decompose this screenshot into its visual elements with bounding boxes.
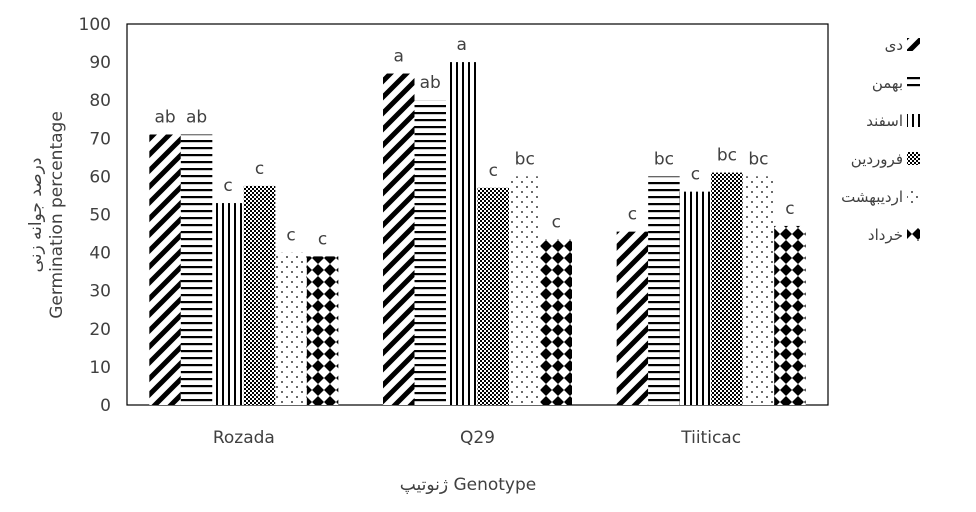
y-tick-label: 50 (89, 206, 111, 226)
bar (243, 185, 276, 405)
legend-swatch (907, 114, 920, 127)
bar (275, 252, 307, 405)
bar-letter-label: a (457, 35, 467, 55)
bar (446, 62, 478, 405)
legend-label: اسفند (866, 112, 903, 130)
y-tick-label: 80 (89, 91, 111, 111)
legend-label: خرداد (868, 226, 903, 244)
bar (648, 176, 680, 405)
legend-label: بهمن (872, 74, 903, 92)
bar-letter-label: c (255, 159, 264, 179)
bar-letter-label: ab (154, 107, 175, 127)
bar-letter-label: bc (748, 149, 768, 169)
bar-letter-label: bc (717, 146, 737, 166)
bar (540, 239, 572, 405)
bar (711, 172, 743, 405)
bar (149, 134, 181, 406)
bar-letter-label: c (628, 205, 637, 225)
x-tick-label: Rozada (213, 428, 275, 448)
y-tick-label: 40 (89, 244, 111, 264)
y-axis-title-fa: درصد جوانه زنی (26, 158, 46, 273)
bar-letter-label: c (489, 161, 498, 181)
bar-letter-label: c (286, 226, 295, 246)
bar-letter-label: c (785, 199, 794, 219)
legend-swatch (907, 152, 920, 165)
legend-swatch (907, 38, 920, 51)
x-tick-label: Tiiticac (680, 428, 741, 448)
bar (414, 100, 446, 405)
bar-letter-label: bc (515, 149, 535, 169)
bar (306, 256, 339, 405)
y-tick-label: 70 (89, 129, 111, 149)
bar (679, 191, 712, 405)
legend-label: فروردین (851, 150, 903, 168)
bar (616, 231, 649, 405)
bar (180, 134, 213, 406)
legend-label: دی (885, 36, 903, 54)
x-axis-title: ژنوتیپ Genotype (400, 475, 536, 495)
x-tick-label: Q29 (460, 428, 495, 448)
bar-letter-label: bc (654, 149, 674, 169)
bar (212, 203, 244, 405)
bar-letter-label: c (552, 212, 561, 232)
legend-swatch (907, 228, 920, 241)
bar-letter-label: ab (420, 73, 441, 93)
bar-letter-label: ab (186, 107, 207, 127)
legend-label: اردیبهشت (841, 188, 903, 206)
bar-letter-label: a (394, 47, 404, 67)
y-tick-label: 0 (100, 396, 111, 416)
bar-letter-label: c (223, 176, 232, 196)
bar-letter-label: c (318, 229, 327, 249)
y-tick-label: 10 (89, 358, 111, 378)
bar (477, 187, 509, 405)
legend-swatch (907, 190, 920, 203)
bar-letter-label: c (691, 165, 700, 185)
bar (383, 73, 415, 405)
legend-swatch (907, 76, 920, 89)
y-tick-label: 30 (89, 282, 111, 302)
bar (774, 225, 806, 405)
y-axis-title-en: Germination percentage (47, 111, 67, 319)
y-tick-label: 20 (89, 320, 111, 340)
bar (509, 176, 541, 405)
y-tick-label: 90 (89, 53, 111, 73)
bar (742, 176, 775, 405)
y-tick-label: 100 (79, 15, 111, 35)
y-tick-label: 60 (89, 167, 111, 187)
